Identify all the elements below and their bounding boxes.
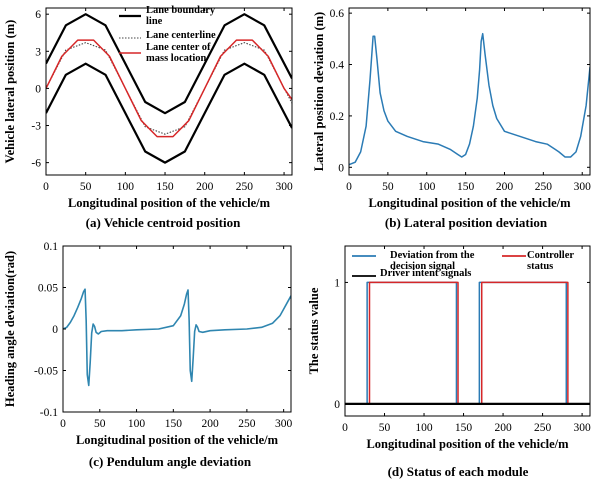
y-tick-label: 0.2 [330,111,345,123]
y-axis-label: The status value [307,287,321,374]
legend-label: mass location [146,53,207,64]
x-tick-label: 150 [156,181,174,193]
x-tick-label: 300 [275,418,293,430]
x-tick-label: 100 [128,418,146,430]
y-tick-label: 1 [334,277,340,289]
y-tick-label: 0.6 [330,8,345,20]
x-tick-label: 0 [43,181,49,193]
legend-label: Lane boundary [146,5,216,16]
x-tick-label: 50 [94,418,106,430]
series-line-a-2 [46,42,292,135]
x-axis-label: Longitudinal position of the vehicle/m [68,196,271,210]
legend-label: Lane centerline [146,30,216,41]
series-group [63,288,291,387]
y-tick-label: 0.05 [38,283,58,295]
y-axis-label: Lateral position deviation (m) [312,12,326,171]
x-tick-label: 0 [346,181,352,193]
x-axis-label: Longitudinal position of the vehicle/m [76,433,279,447]
y-tick-label: 0.4 [330,60,345,72]
series-line-a-0 [46,13,292,115]
series-line-c-0 [63,288,291,387]
y-tick-label: -3 [31,121,41,133]
y-tick-label: 6 [35,9,41,21]
y-tick-label: 0.1 [44,241,59,253]
x-tick-label: 100 [117,181,135,193]
x-tick-label: 300 [275,181,293,193]
y-tick-label: 0 [334,399,340,411]
legend-label: Lane center of [146,42,211,53]
series-line-a-1 [46,62,292,164]
y-axis-label: Vehicle lateral position (m) [3,20,17,164]
x-axis-label: Longitudinal position of the vehicle/m [366,437,569,451]
chart-a: 0 50 100 150 200 250 300 -6 -3 0 3 6 Longitudinal po… [3,5,293,230]
x-tick-label: 200 [196,181,214,193]
x-tick-label: 250 [534,422,552,434]
x-tick-label: 50 [382,181,394,193]
x-tick-label: 300 [574,181,592,193]
series-line-d-0 [345,281,590,405]
legend-label: Deviation from the [390,250,475,261]
x-tick-label: 200 [201,418,219,430]
series-group [349,32,590,166]
legend-label: Controller [527,250,574,261]
panel-caption: (c) Pendulum angle deviation [89,454,252,469]
series-line-a-3 [46,39,292,138]
x-tick-label: 200 [494,422,512,434]
y-tick-label: 0 [35,83,41,95]
plot-frame [344,245,591,417]
x-tick-label: 0 [342,422,348,434]
x-tick-label: 250 [535,181,553,193]
x-tick-label: 0 [60,418,66,430]
x-tick-label: 200 [496,181,514,193]
x-tick-label: 250 [236,181,254,193]
plot-frame [348,7,591,176]
x-tick-label: 50 [80,181,92,193]
y-tick-label: -0.1 [40,407,58,419]
y-tick-label: -6 [31,158,41,170]
legend-label: line [146,16,163,27]
y-tick-label: -0.05 [34,366,58,378]
legend-label: Driver intent signals [380,268,471,279]
legend-label: status [527,261,553,272]
panel-caption: (b) Lateral position deviation [385,215,548,230]
chart-d: 0 50 100 150 200 250 300 0 1 Longitudinal positio… [307,245,591,479]
series-group [345,281,590,405]
x-tick-label: 100 [415,422,433,434]
x-tick-label: 250 [238,418,256,430]
series-line-d-1 [345,281,590,405]
plot-frame [45,7,293,176]
series-line-b-0 [349,32,590,166]
x-tick-label: 150 [457,181,475,193]
y-tick-label: 3 [35,46,41,58]
panel-caption: (d) Status of each module [388,464,529,479]
series-group [46,13,292,164]
plot-frame [62,245,292,413]
y-tick-label: 0 [338,162,344,174]
x-tick-label: 100 [418,181,436,193]
y-tick-label: 0 [52,324,58,336]
y-axis-label: Heading angle deviation(rad) [3,251,17,407]
x-tick-label: 150 [455,422,473,434]
x-tick-label: 50 [379,422,391,434]
x-axis-label: Longitudinal position of the vehicle/m [368,196,571,210]
legend-label: decision signal [390,261,455,272]
x-tick-label: 150 [165,418,183,430]
panel-caption: (a) Vehicle centroid position [86,215,241,230]
x-tick-label: 300 [573,422,591,434]
chart-b: 0 50 100 150 200 250 300 0 0.2 0.4 0.6 Longitudinal… [312,7,592,230]
chart-c: 0 50 100 150 200 250 300 -0.1 -0.05 0 0.05 0.1 Longi… [3,241,293,469]
